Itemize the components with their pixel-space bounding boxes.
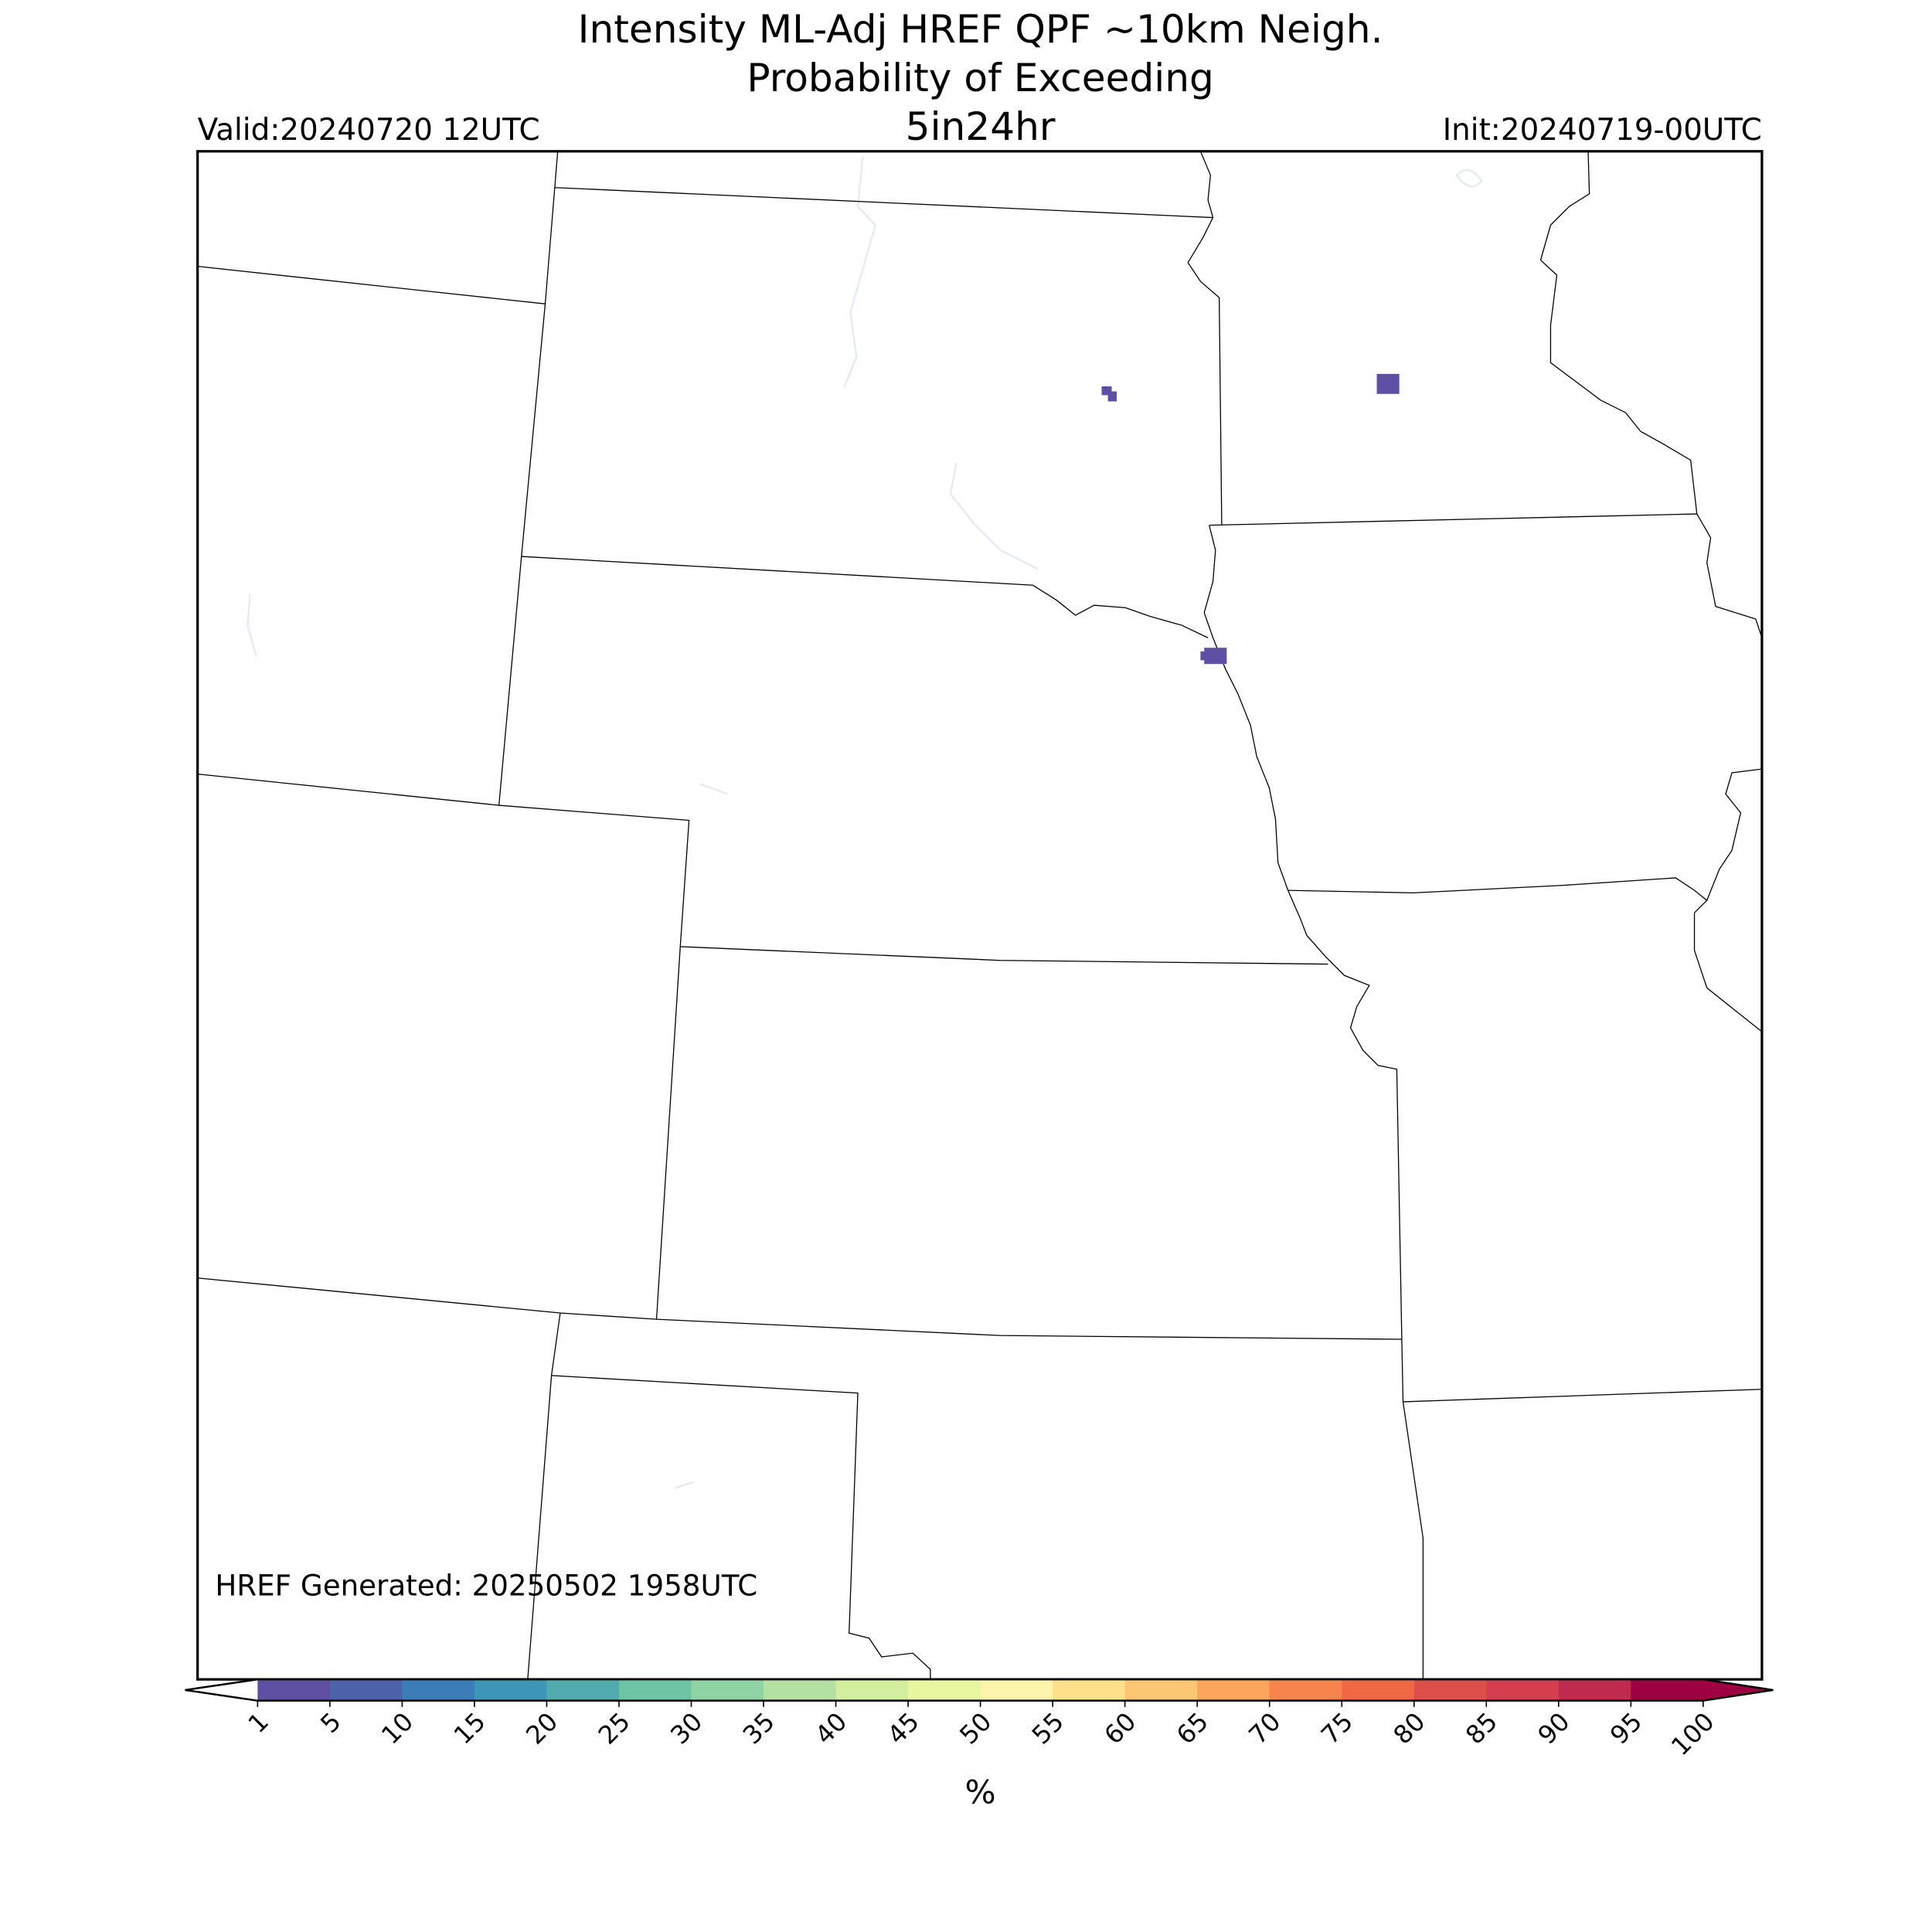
colorbar-segment <box>835 1679 909 1701</box>
colorbar-tick-label: 35 <box>737 1707 781 1750</box>
colorbar-tick-label: 20 <box>520 1707 563 1750</box>
colorbar-segment <box>1558 1679 1632 1701</box>
generated-note: HREF Generated: 20250502 1958UTC <box>215 1569 757 1603</box>
state-borders <box>197 151 1763 1680</box>
colorbar-segment <box>764 1679 837 1701</box>
colorbar-segment <box>1269 1679 1343 1701</box>
colorbar-tick-label: 90 <box>1532 1707 1576 1750</box>
colorbar-tick-label: 1 <box>243 1707 274 1739</box>
colorbar-tick-label: 75 <box>1315 1707 1359 1750</box>
colorbar-segment <box>1342 1679 1415 1701</box>
title-line: Probability of Exceeding <box>747 55 1214 100</box>
lake <box>1455 168 1484 188</box>
title-line: Intensity ML-Adj HREF QPF ~10km Neigh. <box>578 6 1383 52</box>
colorbar-segment <box>546 1679 620 1701</box>
prob-cell <box>1101 386 1112 396</box>
colorbar-tick-label: 40 <box>809 1707 852 1750</box>
colorbar-segment <box>1631 1679 1704 1701</box>
colorbar-tick-label: 45 <box>882 1707 925 1750</box>
colorbar-tick-label: 70 <box>1243 1707 1287 1750</box>
colorbar-over <box>1702 1679 1774 1701</box>
colorbar-tick-label: 100 <box>1665 1707 1720 1762</box>
colorbar-segment <box>474 1679 548 1701</box>
map-background <box>197 151 1762 1680</box>
colorbar-tick-label: 5 <box>315 1707 346 1739</box>
colorbar-tick-label: 95 <box>1604 1707 1648 1750</box>
valid-time: Valid:20240720 12UTC <box>198 113 540 148</box>
colorbar-segment <box>1053 1679 1126 1701</box>
prob-cell <box>1376 373 1400 394</box>
init-time: Init:20240719-00UTC <box>1443 113 1762 148</box>
colorbar-tick-label: 85 <box>1460 1707 1503 1750</box>
colorbar-segment <box>1197 1679 1270 1701</box>
colorbar-tick-label: 10 <box>376 1707 419 1750</box>
title-line: 5in24hr <box>906 104 1056 149</box>
colorbar: 1 5 10 15 20 25 30 35 40 45 50 55 60 65 70 75 80 85 90 95 10… <box>185 1678 1774 1762</box>
colorbar-segment <box>1413 1679 1488 1701</box>
map-area: HREF Generated: 20250502 1958UTC <box>196 150 1764 1681</box>
colorbar-tick-label: 25 <box>593 1707 636 1750</box>
probability-cells <box>1101 373 1400 665</box>
colorbar-segment <box>1486 1679 1560 1701</box>
colorbar-segment <box>257 1679 331 1701</box>
colorbar-tick-label: 80 <box>1388 1707 1431 1750</box>
colorbar-segment <box>691 1679 764 1701</box>
river <box>247 156 1039 1489</box>
colorbar-label: % <box>965 1773 996 1811</box>
colorbar-tick-label: 50 <box>954 1707 997 1750</box>
colorbar-tick-label: 30 <box>665 1707 708 1750</box>
colorbar-tick-label: 15 <box>448 1707 492 1750</box>
prob-cell <box>1107 391 1117 402</box>
colorbar-segment <box>329 1679 403 1701</box>
colorbar-segment <box>618 1679 692 1701</box>
colorbar-tick-label: 60 <box>1099 1707 1142 1750</box>
colorbar-segment <box>402 1679 475 1701</box>
colorbar-segment <box>980 1679 1053 1701</box>
colorbar-tick-label: 65 <box>1171 1707 1214 1750</box>
prob-cell <box>1200 651 1211 661</box>
colorbar-segment <box>908 1679 981 1701</box>
colorbar-under <box>185 1679 258 1701</box>
colorbar-segment <box>1124 1679 1198 1701</box>
colorbar-tick-label: 55 <box>1026 1707 1070 1750</box>
